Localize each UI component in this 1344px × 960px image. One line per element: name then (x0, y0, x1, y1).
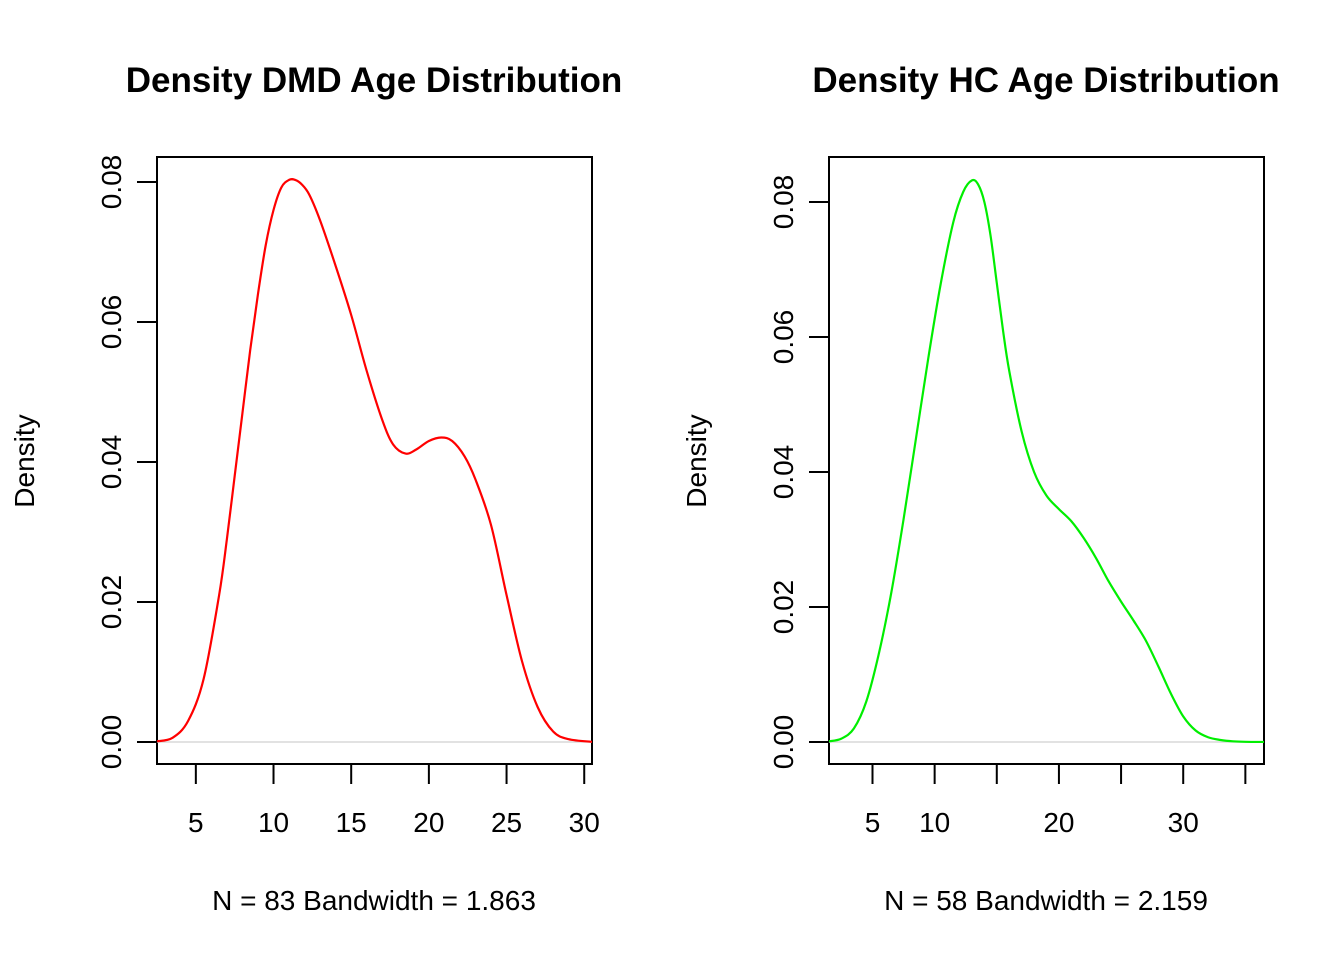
y-axis-label: Density (9, 414, 40, 507)
chart-title: Density HC Age Distribution (812, 61, 1279, 100)
x-tick-label: 10 (258, 807, 289, 838)
x-axis: 5 10 15 20 25 30 (188, 763, 600, 838)
x-tick-label: 30 (569, 807, 600, 838)
dmd-density-panel: Density DMD Age Distribution 5 10 15 20 25 30… (9, 61, 622, 916)
y-tick-label: 0.06 (768, 310, 799, 365)
y-tick-label: 0.02 (96, 575, 127, 630)
x-tick-label: 5 (865, 807, 881, 838)
x-axis-label: N = 58 Bandwidth = 2.159 (884, 885, 1208, 916)
plot-frame (156, 156, 593, 765)
x-axis: 5 10 20 30 (865, 763, 1247, 838)
x-tick-label: 15 (336, 807, 367, 838)
chart-title: Density DMD Age Distribution (126, 61, 623, 100)
x-tick-label: 10 (919, 807, 950, 838)
x-tick-label: 5 (188, 807, 204, 838)
x-tick-label: 30 (1168, 807, 1199, 838)
x-axis-label: N = 83 Bandwidth = 1.863 (212, 885, 536, 916)
y-tick-label: 0.00 (96, 715, 127, 770)
hc-density-panel: Density HC Age Distribution 5 10 20 30 0.00… (681, 61, 1280, 916)
y-tick-label: 0.04 (768, 445, 799, 500)
plot-frame (828, 156, 1265, 765)
density-curve-dmd (156, 178, 593, 743)
y-tick-label: 0.02 (768, 580, 799, 635)
x-tick-label: 20 (1043, 807, 1074, 838)
x-tick-label: 20 (413, 807, 444, 838)
y-axis: 0.00 0.02 0.04 0.06 0.08 (96, 155, 158, 770)
y-tick-label: 0.00 (768, 715, 799, 770)
y-tick-label: 0.04 (96, 435, 127, 490)
y-tick-label: 0.08 (768, 175, 799, 230)
y-tick-label: 0.06 (96, 295, 127, 350)
density-curve-hc (828, 178, 1265, 744)
y-axis: 0.00 0.02 0.04 0.06 0.08 (768, 175, 830, 770)
y-tick-label: 0.08 (96, 155, 127, 210)
y-axis-label: Density (681, 414, 712, 507)
x-tick-label: 25 (491, 807, 522, 838)
